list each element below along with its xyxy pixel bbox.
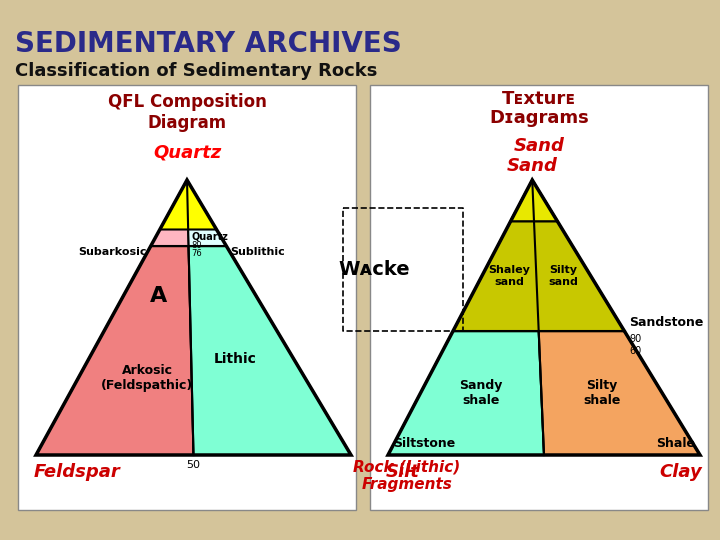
- Polygon shape: [160, 180, 217, 230]
- Text: Sand: Sand: [507, 157, 558, 175]
- Text: Clay: Clay: [660, 463, 702, 481]
- Polygon shape: [510, 180, 557, 221]
- Text: Sublithic: Sublithic: [230, 247, 285, 257]
- Polygon shape: [539, 331, 700, 455]
- Text: Siltstone: Siltstone: [393, 437, 455, 450]
- Polygon shape: [189, 246, 351, 455]
- Polygon shape: [453, 180, 624, 331]
- Text: Quartz: Quartz: [192, 232, 228, 241]
- Text: A: A: [150, 286, 168, 306]
- FancyBboxPatch shape: [18, 85, 356, 510]
- Text: 76: 76: [192, 249, 202, 259]
- Text: Shaley
sand: Shaley sand: [488, 266, 530, 287]
- Text: Sand: Sand: [513, 137, 564, 155]
- Text: Silty
sand: Silty sand: [549, 266, 579, 287]
- Text: Sandy
shale: Sandy shale: [459, 379, 503, 407]
- Text: Classification of Sedimentary Rocks: Classification of Sedimentary Rocks: [15, 62, 377, 80]
- Text: Silt: Silt: [386, 463, 420, 481]
- Text: Quartz: Quartz: [153, 143, 221, 161]
- Text: Rock (Lithic)
Fragments: Rock (Lithic) Fragments: [353, 460, 460, 492]
- Text: Tᴇxturᴇ: Tᴇxturᴇ: [502, 90, 576, 108]
- Text: Wᴀcke: Wᴀcke: [338, 260, 410, 279]
- FancyBboxPatch shape: [370, 85, 708, 510]
- Polygon shape: [36, 246, 194, 455]
- Text: Dɪagrams: Dɪagrams: [489, 109, 589, 127]
- Polygon shape: [388, 331, 544, 455]
- Polygon shape: [510, 180, 557, 221]
- Text: Arkosic
(Feldspathic): Arkosic (Feldspathic): [101, 364, 193, 392]
- Text: 90: 90: [629, 334, 642, 345]
- Polygon shape: [150, 180, 189, 246]
- Text: Lithic: Lithic: [214, 352, 256, 366]
- Text: 80: 80: [192, 240, 202, 249]
- Text: Shale: Shale: [656, 437, 695, 450]
- Polygon shape: [187, 180, 226, 246]
- Text: 60: 60: [629, 346, 642, 356]
- Text: Silty
shale: Silty shale: [583, 379, 621, 407]
- Text: SEDIMENTARY ARCHIVES: SEDIMENTARY ARCHIVES: [15, 30, 402, 58]
- Text: 50: 50: [186, 460, 200, 470]
- Text: QFL Composition
Diagram: QFL Composition Diagram: [107, 93, 266, 132]
- Text: Feldspar: Feldspar: [34, 463, 121, 481]
- Text: Subarkosic: Subarkosic: [78, 247, 147, 257]
- Text: Sandstone: Sandstone: [629, 316, 704, 329]
